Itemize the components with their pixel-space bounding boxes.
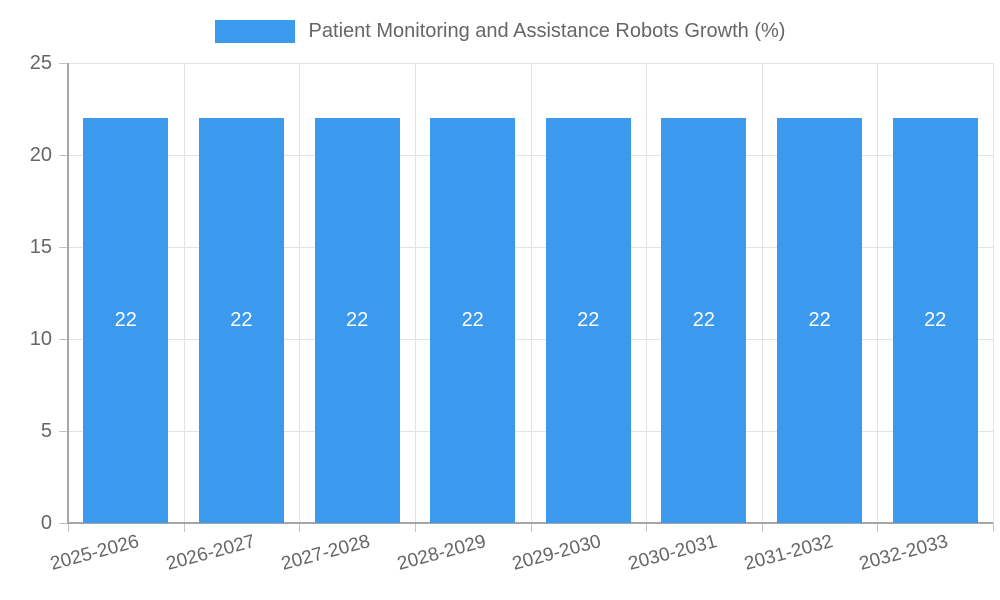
bar-value-label: 22 (114, 309, 137, 332)
bar-2031-2032[interactable]: 22 (777, 118, 863, 523)
y-tick-label-5: 5 (40, 420, 52, 442)
legend-swatch (214, 20, 295, 43)
bar-2027-2028[interactable]: 22 (314, 118, 400, 523)
y-tick-label-10: 10 (29, 328, 52, 350)
x-tickmark-5 (646, 523, 647, 532)
bar-2032-2033[interactable]: 22 (892, 118, 978, 523)
bar-value-label: 22 (692, 309, 716, 332)
x-tick-label-2030-2031: 2030-2031 (626, 531, 720, 575)
y-tick-label-20: 20 (29, 144, 52, 166)
bar-2025-2026[interactable]: 22 (83, 118, 169, 523)
x-tickmark-7 (877, 523, 878, 532)
x-tick-label-2029-2030: 2029-2030 (510, 531, 604, 575)
x-tickmark-2 (299, 523, 300, 532)
x-tick-label-2026-2027: 2026-2027 (163, 531, 257, 575)
bar-2030-2031[interactable]: 22 (661, 118, 747, 523)
gridline-x-6 (762, 63, 763, 523)
bar-value-label: 22 (230, 309, 253, 332)
bar-2028-2029[interactable]: 22 (430, 118, 516, 523)
y-tickmark-5 (59, 431, 68, 432)
gridline-x-5 (646, 63, 647, 523)
bar-value-label: 22 (808, 309, 831, 332)
y-tickmark-20 (59, 155, 68, 156)
x-tick-label-2032-2033: 2032-2033 (857, 531, 951, 575)
bar-value-label: 22 (577, 309, 600, 332)
x-tickmark-0 (68, 523, 69, 532)
bar-2029-2030[interactable]: 22 (545, 118, 631, 523)
bar-2026-2027[interactable]: 22 (198, 118, 284, 523)
gridline-x-3 (415, 63, 416, 523)
x-tickmark-1 (184, 523, 185, 532)
bar-value-label: 22 (345, 309, 369, 332)
x-tick-label-2028-2029: 2028-2029 (394, 531, 489, 575)
gridline-x-8 (993, 63, 994, 523)
chart-title: Patient Monitoring and Assistance Robots… (308, 20, 786, 42)
gridline-x-4 (531, 63, 532, 523)
gridline-y-20 (68, 155, 993, 156)
y-tick-label-15: 15 (29, 236, 52, 258)
gridline-x-7 (877, 63, 878, 523)
x-tick-label-2025-2026: 2025-2026 (48, 531, 142, 575)
bar-value-label: 22 (924, 309, 947, 332)
x-tickmark-6 (762, 523, 763, 532)
x-tickmark-8 (993, 523, 994, 532)
x-tickmark-4 (531, 523, 532, 532)
chart-legend[interactable]: Patient Monitoring and Assistance Robots… (0, 20, 1000, 43)
y-tickmark-0 (59, 523, 68, 524)
gridline-y-15 (68, 247, 993, 248)
x-tick-label-2031-2032: 2031-2032 (741, 531, 835, 575)
gridline-x-2 (299, 63, 300, 523)
x-axis-baseline (67, 522, 993, 524)
x-tick-label-2027-2028: 2027-2028 (279, 531, 373, 575)
bar-value-label: 22 (461, 309, 484, 332)
gridline-x-1 (184, 63, 185, 523)
y-tickmark-25 (59, 63, 68, 64)
gridline-y-25 (68, 63, 993, 64)
gridline-y-5 (68, 431, 993, 432)
gridline-y-10 (68, 339, 993, 340)
x-tickmark-3 (415, 523, 416, 532)
y-tick-label-0: 0 (40, 512, 52, 534)
y-axis-line (67, 63, 69, 523)
y-tickmark-10 (59, 339, 68, 340)
y-tick-label-25: 25 (29, 52, 52, 74)
y-tickmark-15 (59, 247, 68, 248)
